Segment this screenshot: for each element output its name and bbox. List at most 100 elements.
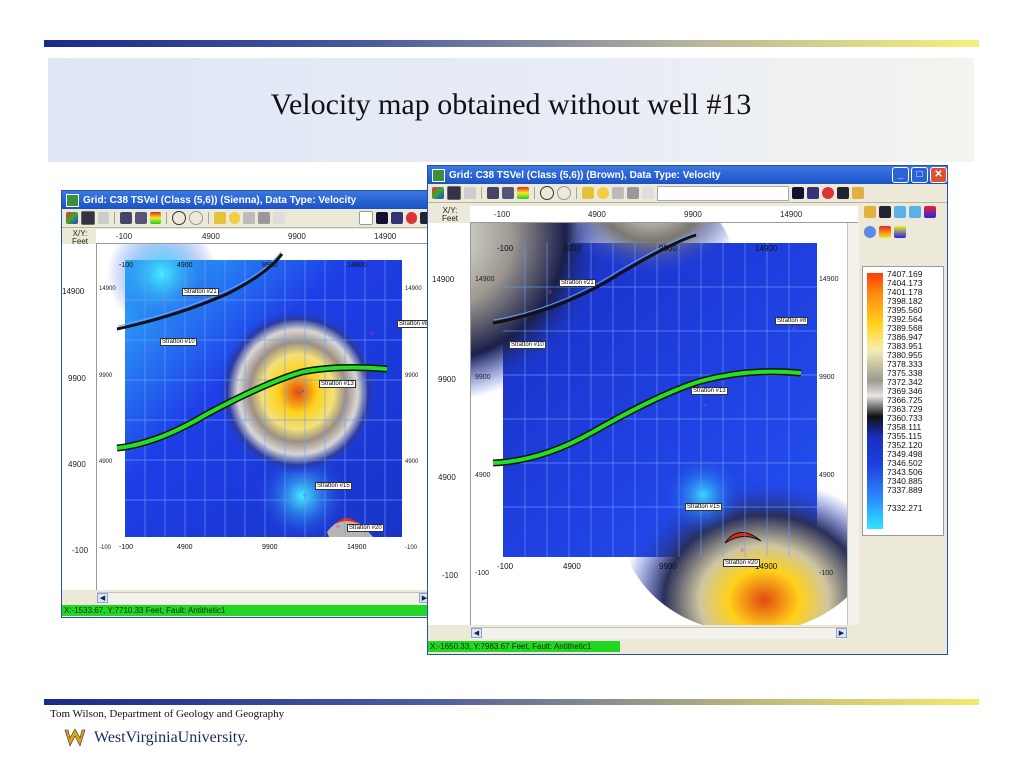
- right-grid-window[interactable]: Grid: C38 TSVel (Class (5,6)) (Brown), D…: [401, 165, 948, 655]
- smooth-icon[interactable]: [627, 187, 639, 199]
- left-window-titlebar[interactable]: Grid: C38 TSVel (Class (5,6)) (Sienna), …: [62, 191, 432, 209]
- scroll-left-icon[interactable]: ◀: [471, 628, 482, 638]
- right-ruler-y: 14900 9900 4900 -100: [428, 223, 471, 625]
- left-grid-window[interactable]: Grid: C38 TSVel (Class (5,6)) (Sienna), …: [61, 190, 433, 618]
- well-label: Stratton #20: [347, 524, 384, 532]
- scroll-right-icon[interactable]: ▶: [836, 628, 847, 638]
- right-horizontal-scrollbar[interactable]: ◀ ▶: [471, 627, 847, 639]
- table-icon[interactable]: [464, 187, 476, 199]
- refresh-icon[interactable]: [864, 225, 876, 238]
- svg-text:14900: 14900: [347, 262, 367, 269]
- grid-icon[interactable]: [447, 186, 461, 200]
- left-toolbar: [62, 209, 432, 228]
- map-color-icon[interactable]: [66, 212, 78, 224]
- smooth-icon[interactable]: [258, 212, 270, 224]
- color-bar-icon[interactable]: [517, 187, 529, 199]
- svg-text:9900: 9900: [659, 562, 677, 571]
- well-label: Stratton #21: [182, 288, 219, 296]
- zoom-in-icon[interactable]: [172, 211, 187, 225]
- select-icon[interactable]: [243, 212, 256, 224]
- color-legend: 7407.169 7404.173 7401.178 7398.182 7395…: [862, 266, 944, 536]
- svg-text:↗: ↗: [299, 389, 305, 396]
- left-ruler-y: 14900 9900 4900 -100: [62, 244, 97, 590]
- zoom-out-icon[interactable]: [557, 186, 571, 200]
- svg-text:4900: 4900: [405, 459, 419, 465]
- lasso-icon[interactable]: [228, 212, 241, 224]
- svg-text:4900: 4900: [819, 472, 835, 479]
- fault-icon[interactable]: [120, 212, 132, 224]
- line-tool-icon[interactable]: [807, 187, 819, 199]
- table-icon[interactable]: [97, 212, 110, 224]
- right-toolbar: [428, 184, 947, 203]
- pencil-icon[interactable]: [582, 187, 594, 199]
- svg-text:✧: ✧: [547, 288, 554, 297]
- svg-text:4900: 4900: [563, 244, 581, 253]
- pointer-icon[interactable]: [792, 187, 804, 199]
- well-icon[interactable]: [134, 212, 147, 224]
- left-map-canvas[interactable]: -100 4900 9900 14900 -100 4900 9900 1490…: [97, 219, 431, 590]
- save-icon[interactable]: [837, 187, 849, 199]
- svg-text:✧: ✧: [705, 512, 712, 521]
- svg-text:-100: -100: [819, 570, 833, 577]
- dropdown-icon[interactable]: [359, 211, 373, 225]
- layer-dropdown[interactable]: [657, 185, 789, 201]
- well-label: Stratton #8: [397, 320, 431, 328]
- pointer-icon[interactable]: [376, 212, 388, 224]
- pencil-icon[interactable]: [213, 212, 226, 224]
- close-button[interactable]: ✕: [930, 167, 947, 183]
- right-window-titlebar[interactable]: Grid: C38 TSVel (Class (5,6)) (Brown), D…: [428, 166, 947, 184]
- svg-text:-100: -100: [497, 244, 514, 253]
- svg-text:-100: -100: [405, 545, 418, 551]
- well-icon[interactable]: [502, 187, 514, 199]
- color-bar-icon[interactable]: [149, 212, 162, 224]
- zoom-out-icon[interactable]: [189, 211, 203, 225]
- svg-text:14900: 14900: [347, 544, 367, 551]
- svg-text:9900: 9900: [262, 544, 278, 551]
- save-legend-icon[interactable]: [879, 206, 891, 218]
- open-folder-icon[interactable]: [852, 187, 864, 199]
- move-icon[interactable]: [272, 212, 285, 224]
- zoom-in-icon[interactable]: [540, 186, 554, 200]
- svg-text:4900: 4900: [177, 262, 193, 269]
- svg-text:9900: 9900: [819, 374, 835, 381]
- svg-text:4900: 4900: [99, 459, 113, 465]
- svg-text:9900: 9900: [405, 373, 419, 379]
- move-icon[interactable]: [642, 187, 654, 199]
- sort-up-icon[interactable]: [894, 225, 906, 238]
- right-vertical-scrollbar[interactable]: [847, 223, 859, 625]
- legend-color-bar: [867, 273, 883, 529]
- line-tool-icon[interactable]: [390, 212, 403, 224]
- svg-text:14900: 14900: [819, 276, 839, 283]
- select-icon[interactable]: [612, 187, 624, 199]
- right-map-canvas[interactable]: -100 4900 9900 14900 -100 4900 9900 1490…: [401, 193, 881, 633]
- svg-text:-100: -100: [475, 570, 489, 577]
- right-window-title: Grid: C38 TSVel (Class (5,6)) (Brown), D…: [449, 169, 721, 181]
- save-icon[interactable]: [420, 212, 432, 224]
- coord-unit-label: X/Y: Feet: [71, 229, 88, 246]
- minimize-button[interactable]: _: [892, 167, 909, 183]
- well-label: Stratton #15: [315, 482, 352, 490]
- fault-icon[interactable]: [487, 187, 499, 199]
- open-icon[interactable]: [864, 206, 876, 218]
- erase-icon[interactable]: [822, 187, 834, 199]
- svg-text:-100: -100: [119, 262, 133, 269]
- left-horizontal-scrollbar[interactable]: ◀ ▶: [97, 592, 430, 604]
- svg-text:✧: ✧: [145, 346, 151, 354]
- erase-icon[interactable]: [405, 212, 418, 224]
- right-velocity-map: -100 4900 9900 14900 -100 4900 9900 1490…: [401, 193, 881, 633]
- grid-icon[interactable]: [80, 211, 95, 225]
- palette-icon[interactable]: [924, 206, 936, 218]
- wvu-logo: WestVirginiaUniversity.: [64, 724, 248, 752]
- svg-text:14900: 14900: [755, 244, 778, 253]
- coord-unit-label: X/Y: Feet: [441, 206, 458, 223]
- arrow-right-icon[interactable]: [909, 206, 921, 218]
- maximize-button[interactable]: □: [911, 167, 928, 183]
- well-label: Stratton #21: [559, 279, 596, 287]
- arrow-left-icon[interactable]: [894, 206, 906, 218]
- svg-text:14900: 14900: [99, 286, 116, 292]
- lasso-icon[interactable]: [597, 187, 609, 199]
- sort-down-icon[interactable]: [879, 225, 891, 238]
- scroll-left-icon[interactable]: ◀: [97, 593, 108, 603]
- well-label: Stratton #10: [509, 341, 546, 349]
- map-color-icon[interactable]: [432, 187, 444, 199]
